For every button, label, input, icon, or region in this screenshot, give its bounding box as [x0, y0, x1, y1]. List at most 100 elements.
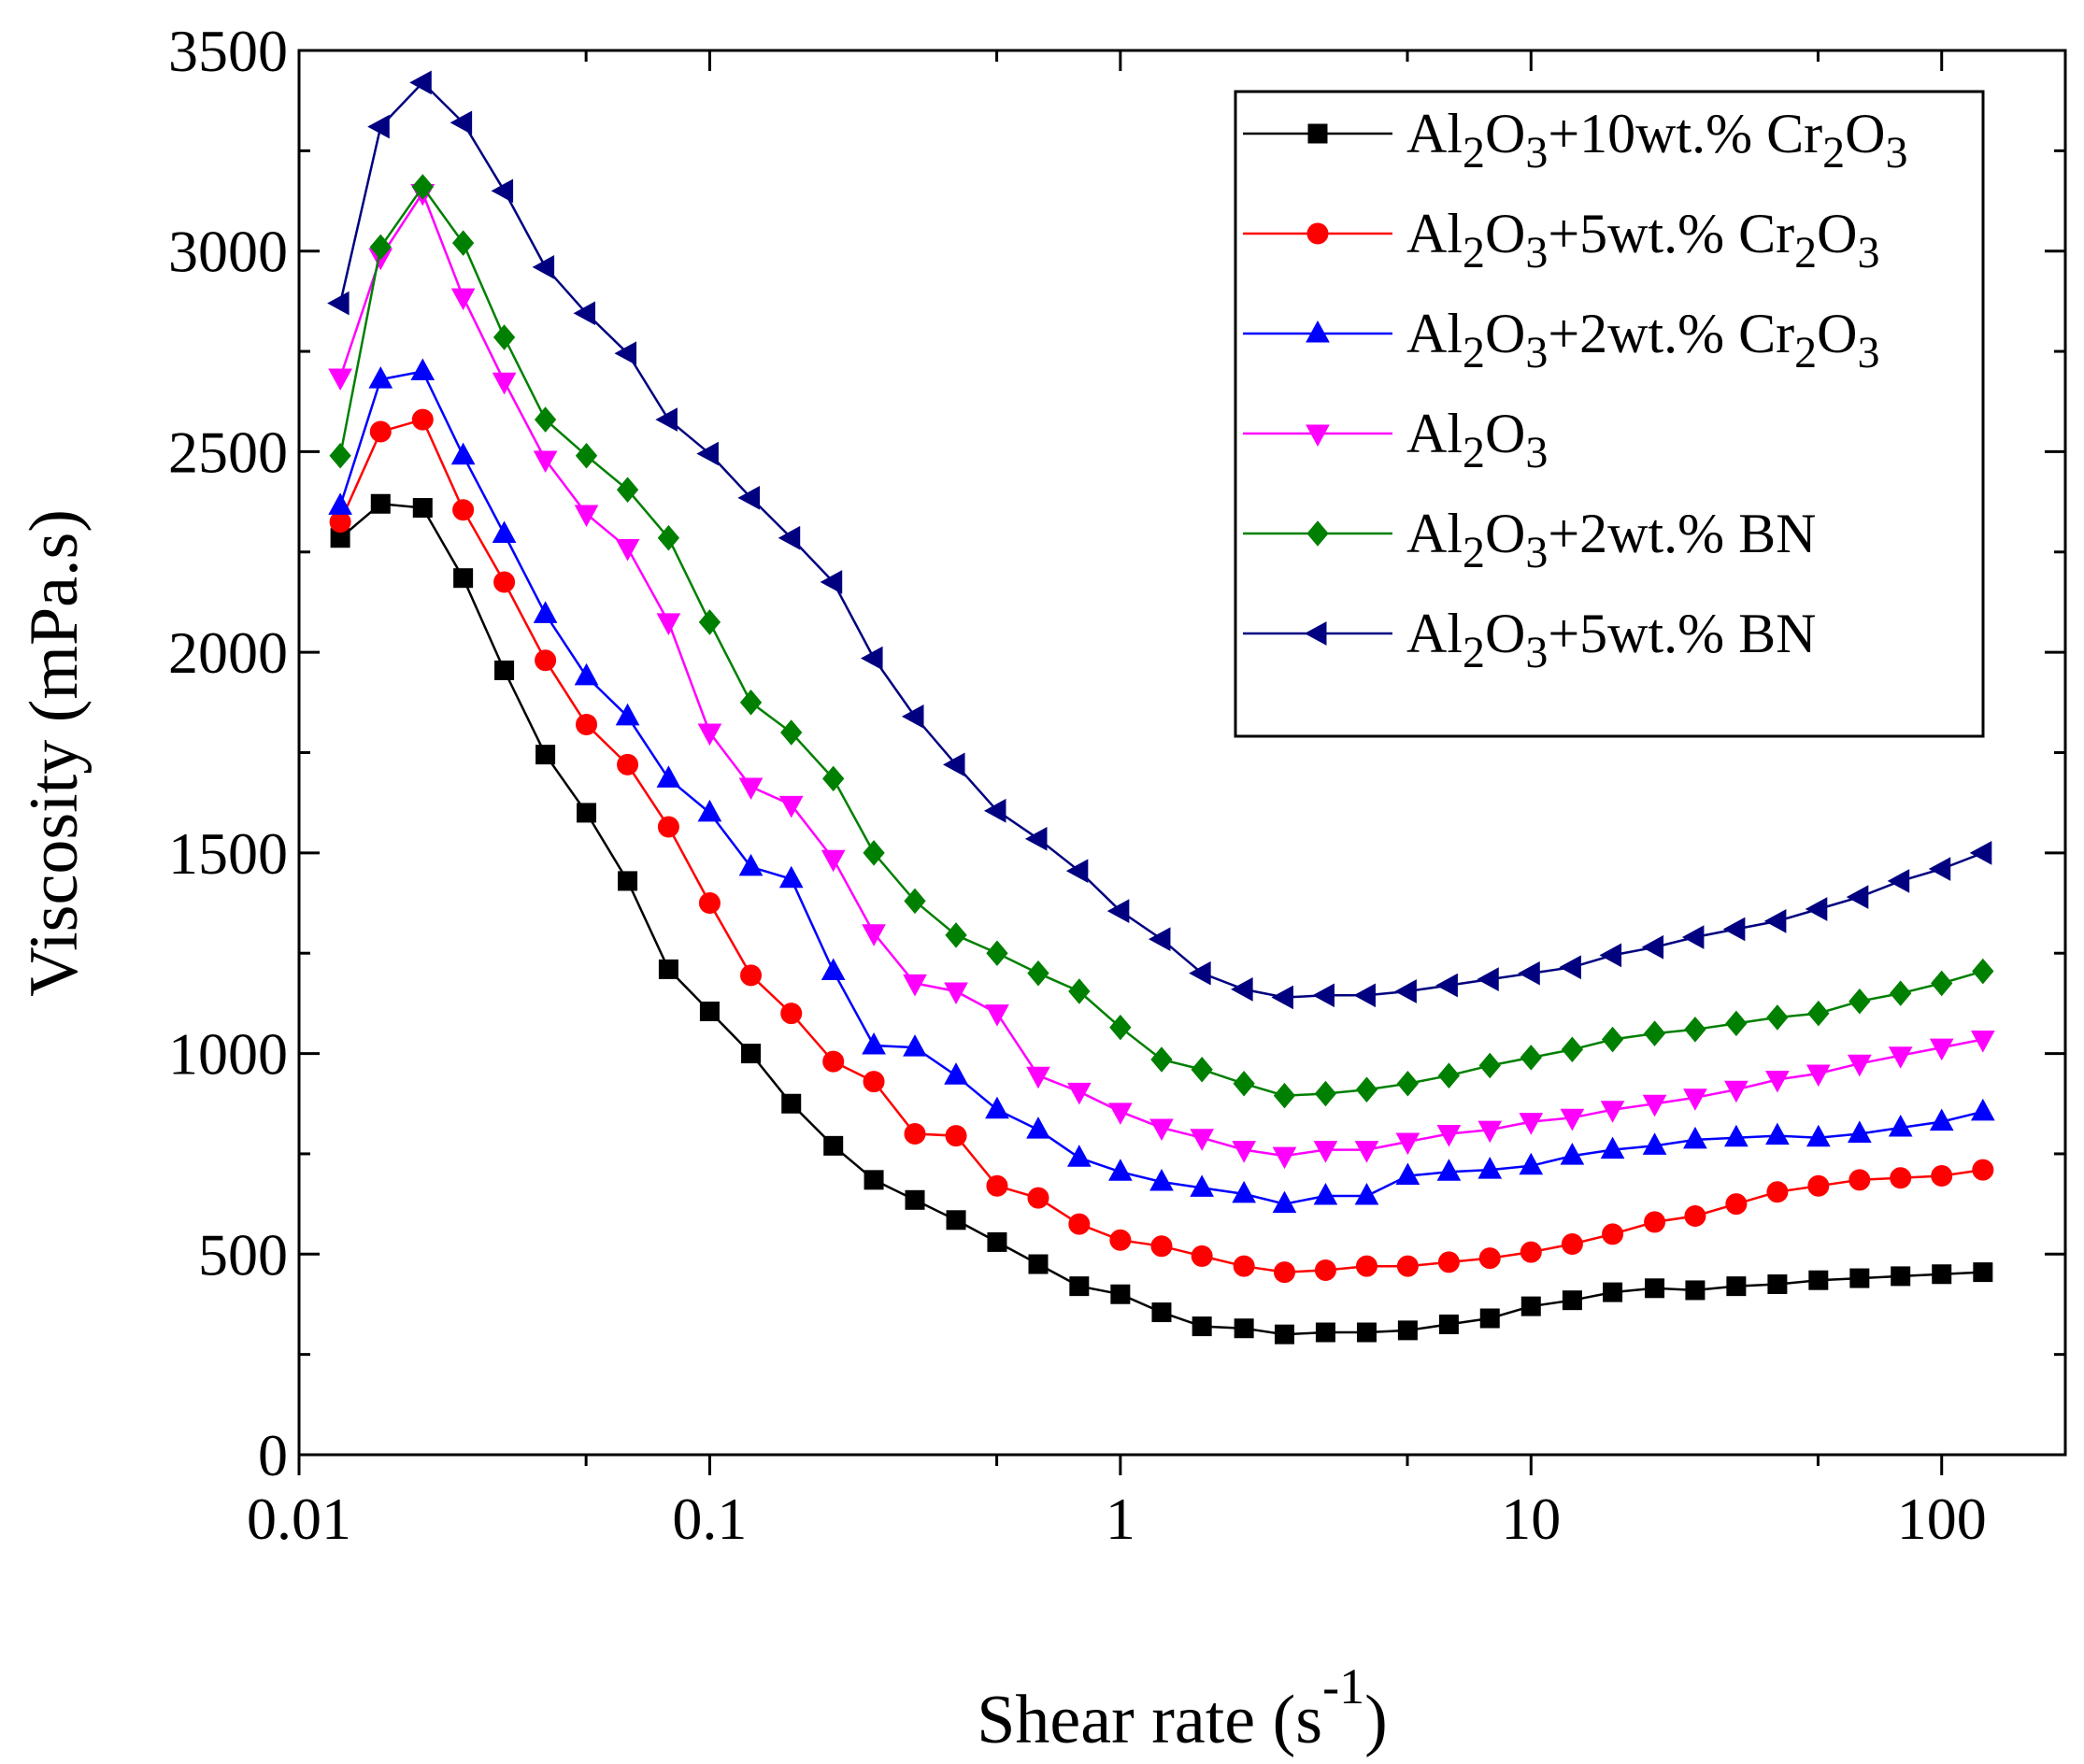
data-point: [618, 871, 638, 891]
data-point: [1435, 973, 1458, 998]
data-point: [985, 1004, 1009, 1027]
legend-label-subscript: 2: [1463, 528, 1485, 577]
data-point: [946, 1210, 966, 1231]
legend-label-part: Al: [1406, 103, 1463, 164]
data-point: [450, 110, 473, 135]
legend-label: Al2O3: [1406, 403, 1548, 477]
data-point: [492, 520, 517, 543]
data-point: [780, 719, 803, 746]
data-point: [1972, 1159, 1994, 1181]
data-point: [1149, 1118, 1174, 1142]
data-point: [1396, 1071, 1420, 1097]
data-point: [1848, 1120, 1872, 1143]
data-point: [1890, 1167, 1912, 1189]
data-point: [1148, 927, 1171, 952]
data-point: [1767, 1273, 1788, 1294]
legend-label-part: +5wt.% BN: [1548, 603, 1816, 664]
data-point: [1355, 1255, 1377, 1277]
data-point: [1027, 960, 1049, 987]
data-point: [453, 568, 474, 589]
data-point: [327, 291, 350, 316]
data-point: [656, 613, 681, 635]
data-point: [1394, 979, 1417, 1003]
data-point: [738, 853, 764, 876]
data-point: [409, 70, 432, 95]
data-point: [1642, 1094, 1667, 1117]
x-tick-label: 10: [1501, 1486, 1561, 1552]
data-point: [778, 795, 804, 818]
axis-ticks: 0 500 1000 1500 2000 2500 3000 3500 0.01 0.1 1 10 10…: [168, 18, 2065, 1552]
data-point: [1109, 1014, 1132, 1041]
data-point: [1395, 1162, 1420, 1186]
data-point: [1929, 1108, 1954, 1131]
legend-label-part: Al: [1406, 203, 1463, 264]
data-point: [1724, 1080, 1749, 1103]
data-point: [1477, 1157, 1503, 1179]
data-point: [1518, 960, 1540, 986]
data-point: [1722, 917, 1746, 942]
legend-label-subscript: 2: [1463, 228, 1485, 277]
data-point: [615, 538, 640, 562]
data-point: [944, 1062, 968, 1085]
data-point: [657, 816, 679, 838]
data-point: [1110, 1284, 1131, 1304]
data-point: [367, 114, 390, 139]
data-point: [1191, 1056, 1213, 1083]
data-point: [1765, 1122, 1790, 1145]
data-point: [1887, 869, 1910, 893]
data-point: [1272, 1146, 1297, 1170]
legend-label-part: +5wt.% Cr: [1548, 203, 1794, 264]
data-point: [369, 234, 392, 261]
data-point: [945, 1125, 967, 1147]
data-point: [905, 1189, 925, 1210]
data-point: [1560, 1108, 1585, 1131]
legend-label-part: Al: [1406, 403, 1463, 464]
legend-marker: [1306, 520, 1329, 547]
data-point: [1890, 980, 1912, 1006]
data-point: [1683, 1088, 1707, 1111]
legend-label-subscript: 3: [1525, 128, 1548, 178]
data-point: [1603, 1282, 1623, 1302]
data-point: [1232, 1141, 1256, 1163]
data-point: [1313, 1141, 1338, 1163]
data-point: [1763, 909, 1787, 933]
data-point: [987, 1231, 1007, 1252]
data-point: [452, 499, 475, 521]
data-point: [863, 840, 885, 866]
data-point: [535, 745, 556, 765]
data-point: [1520, 1241, 1542, 1263]
data-point: [986, 1174, 1008, 1197]
legend-marker: [1306, 222, 1329, 245]
data-point: [328, 492, 352, 515]
data-point: [903, 974, 927, 997]
series-2: [329, 408, 1994, 1284]
x-axis-title-main: Shear rate (s: [977, 1682, 1322, 1758]
data-point: [1520, 1045, 1542, 1071]
y-tick-label: 500: [198, 1221, 288, 1287]
legend-label-subscript: 2: [1463, 428, 1485, 477]
x-tick-label: 0.01: [247, 1486, 351, 1552]
data-point: [1027, 1187, 1049, 1209]
data-point: [1891, 1266, 1911, 1287]
legend-label-part: Al: [1406, 303, 1463, 364]
legend-entry-6: Al2O3+5wt.% BN: [1243, 603, 1817, 677]
data-point: [861, 646, 883, 671]
data-point: [1192, 1316, 1212, 1337]
data-point: [1068, 1213, 1091, 1235]
data-point: [411, 408, 434, 431]
data-point: [1681, 925, 1705, 949]
data-point: [574, 662, 599, 686]
data-point: [658, 959, 678, 979]
data-point: [1561, 1036, 1584, 1063]
data-point: [1315, 1322, 1335, 1343]
data-point: [1478, 1247, 1501, 1270]
data-point: [1479, 1308, 1500, 1329]
legend-entry-5: Al2O3+2wt.% BN: [1243, 503, 1817, 577]
data-point: [780, 1003, 803, 1025]
x-axis-title: Shear rate (s-1): [977, 1658, 1387, 1758]
data-point: [1395, 1132, 1420, 1156]
data-point: [1929, 1038, 1954, 1061]
y-tick-label: 1500: [168, 820, 288, 887]
legend-label-part: Al: [1406, 503, 1463, 564]
data-point: [821, 849, 846, 873]
